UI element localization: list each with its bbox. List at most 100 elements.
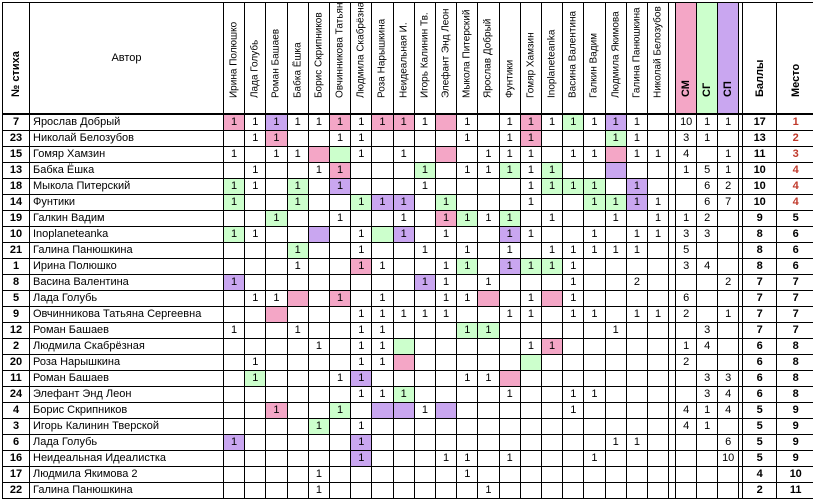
extra-cell bbox=[697, 355, 718, 371]
vote-cell: 1 bbox=[648, 195, 669, 211]
vote-cell: 1 bbox=[563, 115, 584, 131]
row-place: 9 bbox=[777, 451, 813, 467]
vote-cell bbox=[521, 419, 542, 435]
extra-cell: 1 bbox=[697, 115, 718, 131]
vote-cell bbox=[584, 131, 605, 147]
row-place: 7 bbox=[777, 323, 813, 339]
extra-cell: 5 bbox=[676, 243, 697, 259]
vote-cell bbox=[224, 387, 245, 403]
vote-cell bbox=[266, 419, 287, 435]
vote-cell bbox=[288, 435, 309, 451]
row-place: 9 bbox=[777, 435, 813, 451]
vote-cell bbox=[394, 435, 415, 451]
vote-cell bbox=[266, 275, 287, 291]
vote-cell bbox=[627, 323, 648, 339]
row-total: 7 bbox=[743, 275, 777, 291]
vote-cell: 1 bbox=[245, 163, 266, 179]
vote-cell bbox=[309, 211, 330, 227]
vote-cell bbox=[436, 179, 457, 195]
vote-cell bbox=[436, 323, 457, 339]
row-place: 4 bbox=[777, 163, 813, 179]
vote-cell bbox=[500, 355, 521, 371]
extra-cell: 4 bbox=[697, 259, 718, 275]
column-header-label: Роза Нарышкина bbox=[377, 19, 388, 98]
vote-cell: 1 bbox=[457, 115, 478, 131]
vote-cell: 1 bbox=[415, 307, 436, 323]
header-total: Баллы bbox=[743, 2, 777, 115]
vote-cell bbox=[627, 371, 648, 387]
row-place: 4 bbox=[777, 179, 813, 195]
extra-cell bbox=[718, 355, 739, 371]
gap-cell bbox=[669, 371, 676, 387]
vote-cell: 1 bbox=[627, 435, 648, 451]
extra-cell: 4 bbox=[676, 419, 697, 435]
vote-cell bbox=[224, 211, 245, 227]
vote-cell: 1 bbox=[500, 115, 521, 131]
extra-cell bbox=[718, 467, 739, 483]
vote-cell bbox=[542, 227, 563, 243]
vote-cell bbox=[436, 115, 457, 131]
vote-cell bbox=[245, 467, 266, 483]
row-number: 23 bbox=[2, 131, 30, 147]
vote-cell bbox=[224, 163, 245, 179]
vote-cell: 1 bbox=[309, 483, 330, 499]
vote-cell bbox=[457, 435, 478, 451]
vote-cell bbox=[500, 403, 521, 419]
header-voter: Людмила Скабрёзная bbox=[351, 2, 372, 115]
vote-cell: 1 bbox=[500, 451, 521, 467]
vote-cell bbox=[288, 403, 309, 419]
extra-cell bbox=[697, 435, 718, 451]
vote-cell: 1 bbox=[478, 147, 499, 163]
row-total: 8 bbox=[743, 227, 777, 243]
vote-cell bbox=[584, 371, 605, 387]
vote-cell bbox=[309, 387, 330, 403]
vote-cell bbox=[224, 451, 245, 467]
header-voter: Inoplaneteanka bbox=[542, 2, 563, 115]
extra-cell: 1 bbox=[697, 131, 718, 147]
vote-cell bbox=[288, 307, 309, 323]
gap-cell bbox=[669, 403, 676, 419]
vote-cell: 1 bbox=[627, 147, 648, 163]
vote-cell bbox=[309, 307, 330, 323]
vote-cell bbox=[330, 419, 351, 435]
vote-cell: 1 bbox=[266, 403, 287, 419]
header-voter: Васина Валентина bbox=[563, 2, 584, 115]
vote-cell bbox=[309, 227, 330, 243]
row-total: 7 bbox=[743, 323, 777, 339]
vote-cell bbox=[394, 355, 415, 371]
vote-cell bbox=[224, 339, 245, 355]
vote-cell bbox=[288, 467, 309, 483]
extra-cell: 7 bbox=[718, 195, 739, 211]
vote-cell: 1 bbox=[457, 291, 478, 307]
vote-cell: 1 bbox=[394, 307, 415, 323]
column-header-label: Баллы bbox=[754, 60, 766, 97]
vote-cell bbox=[224, 419, 245, 435]
vote-cell bbox=[436, 435, 457, 451]
vote-cell bbox=[436, 163, 457, 179]
vote-cell bbox=[584, 275, 605, 291]
vote-cell: 1 bbox=[351, 259, 372, 275]
vote-cell bbox=[245, 403, 266, 419]
vote-cell: 1 bbox=[224, 147, 245, 163]
vote-cell: 1 bbox=[436, 275, 457, 291]
vote-cell: 1 bbox=[542, 259, 563, 275]
header-place: Место bbox=[777, 2, 813, 115]
vote-cell bbox=[245, 275, 266, 291]
row-place: 6 bbox=[777, 259, 813, 275]
vote-cell bbox=[521, 435, 542, 451]
vote-cell bbox=[309, 275, 330, 291]
column-header-label: Роман Башаев bbox=[271, 29, 282, 98]
row-number: 4 bbox=[2, 403, 30, 419]
vote-cell bbox=[521, 323, 542, 339]
vote-cell bbox=[330, 387, 351, 403]
vote-cell: 1 bbox=[521, 163, 542, 179]
row-total: 2 bbox=[743, 483, 777, 499]
vote-cell bbox=[245, 419, 266, 435]
vote-cell: 1 bbox=[542, 179, 563, 195]
vote-cell bbox=[415, 131, 436, 147]
vote-cell: 1 bbox=[648, 307, 669, 323]
vote-cell bbox=[648, 259, 669, 275]
vote-cell: 1 bbox=[500, 227, 521, 243]
gap-cell bbox=[669, 435, 676, 451]
